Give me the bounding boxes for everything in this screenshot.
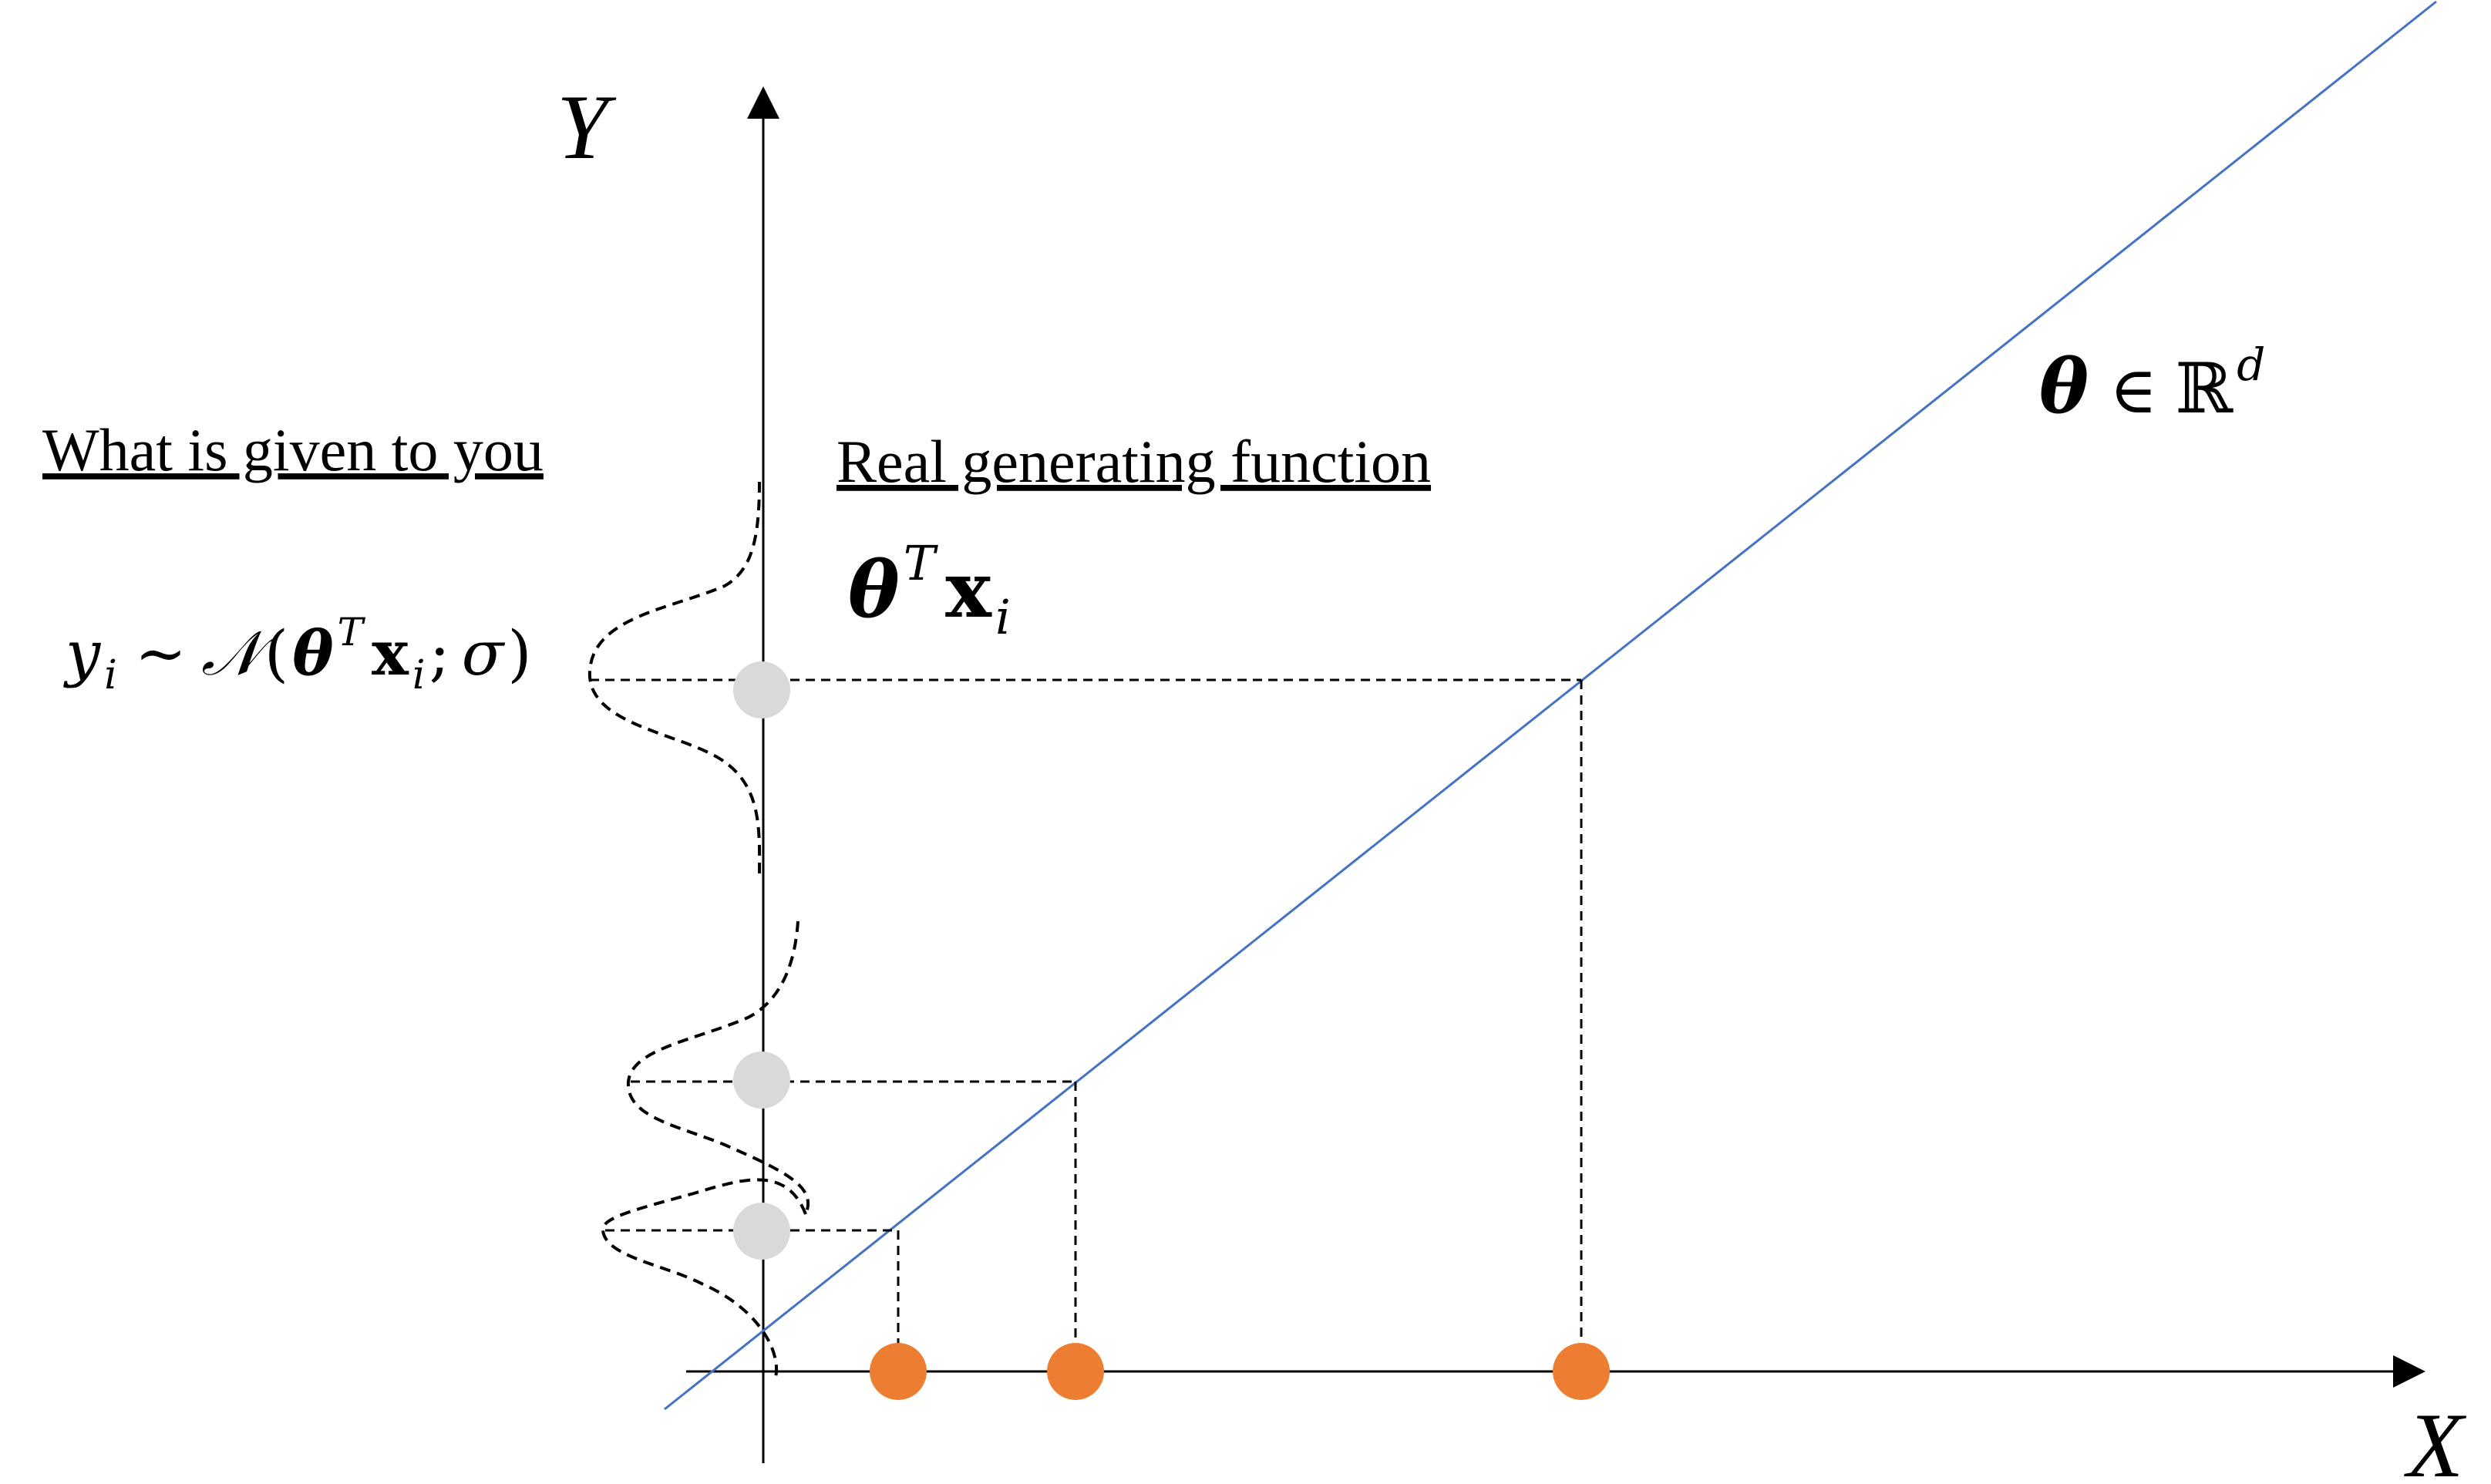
gen-T: T — [904, 535, 939, 591]
generating-function-formula: θ T x i — [848, 535, 1011, 645]
y-points — [733, 661, 790, 1260]
y-axis-label: Y — [557, 76, 617, 178]
gaussian-curve-middle — [626, 920, 810, 1215]
dist-y-sub: i — [104, 652, 117, 698]
x-point-3 — [1553, 1343, 1610, 1400]
gen-x: x — [945, 544, 992, 635]
dist-close: ) — [507, 617, 531, 689]
gaussian-curve-top — [587, 481, 762, 880]
projection-lines — [590, 678, 1583, 1371]
dist-sigma: σ — [462, 617, 506, 689]
param-in: ∈ — [2109, 352, 2157, 428]
dist-open: ( — [264, 617, 288, 689]
gaussian-curves — [587, 481, 810, 1381]
x-points — [870, 1343, 1610, 1400]
gaussian-curve-bottom — [601, 1178, 807, 1381]
distribution-formula: y i ∼ 𝒩 ( θ T x i ; σ ) — [63, 610, 532, 698]
dist-y: y — [63, 617, 102, 689]
y-point-3 — [733, 661, 790, 718]
x-point-1 — [870, 1343, 927, 1400]
given-label: What is given to you — [42, 416, 544, 483]
x-point-2 — [1047, 1343, 1104, 1400]
x-axis-label: X — [2404, 1394, 2467, 1484]
gen-i: i — [995, 589, 1011, 645]
dist-sim: ∼ — [135, 617, 187, 689]
dist-theta: θ — [292, 617, 334, 689]
param-d: d — [2237, 338, 2265, 391]
param-theta: θ — [2039, 343, 2089, 430]
dist-x-sub: i — [412, 652, 426, 698]
dist-x: x — [372, 617, 409, 689]
regression-line — [664, 0, 2437, 1411]
parameter-label: θ ∈ ℝ d — [2039, 338, 2265, 430]
generating-label: Real generating function — [837, 428, 1431, 495]
y-point-1 — [733, 1203, 790, 1260]
gen-theta: θ — [848, 544, 900, 635]
dist-sep: ; — [429, 617, 450, 689]
dist-T: T — [338, 610, 366, 655]
y-point-2 — [733, 1052, 790, 1109]
param-R: ℝ — [2175, 348, 2233, 429]
